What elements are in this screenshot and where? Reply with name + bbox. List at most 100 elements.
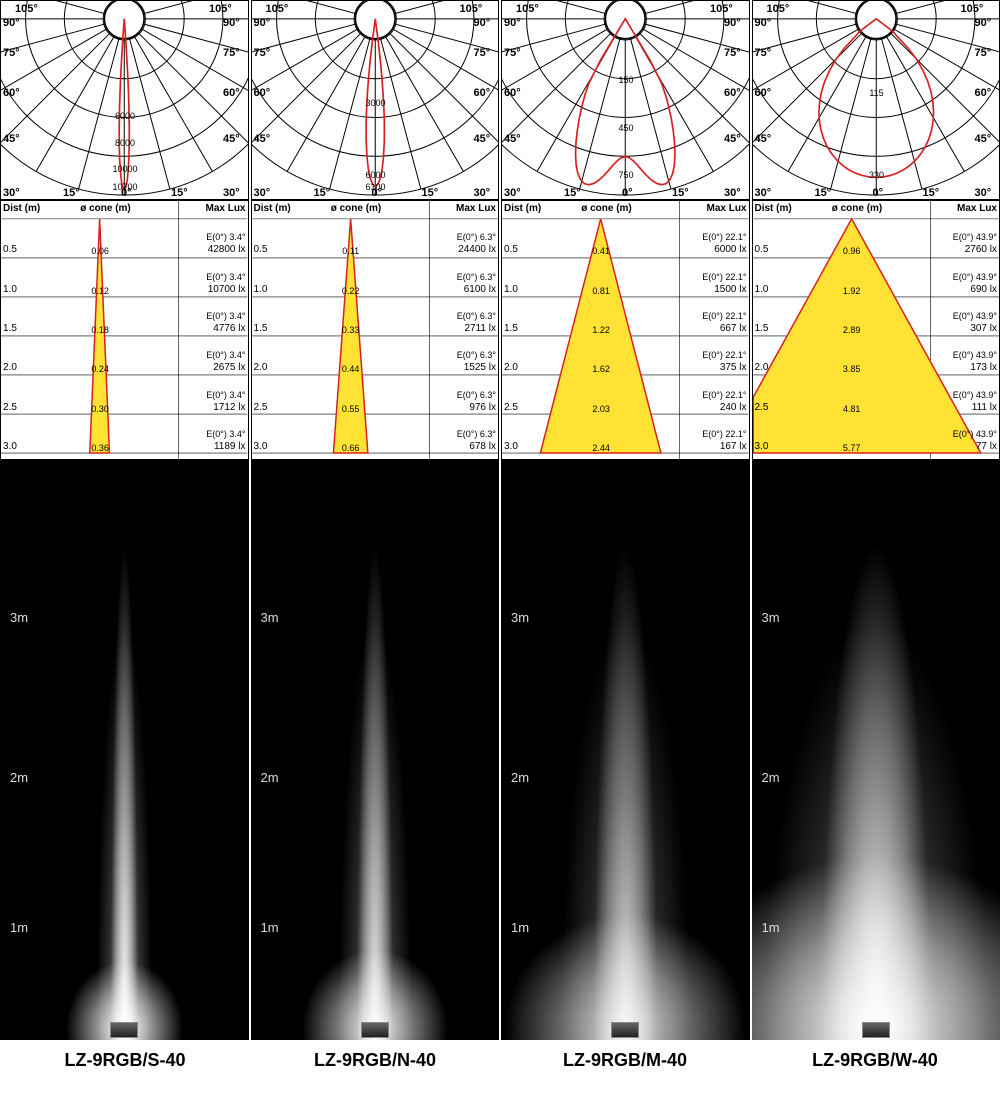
- maxlux-header: Max Lux: [205, 203, 245, 214]
- radial-label: 115: [869, 88, 883, 98]
- angle-label: 30°: [223, 187, 240, 199]
- angle-label: 90°: [474, 17, 491, 29]
- angle-label: 105°: [15, 3, 38, 15]
- cone-row: Dist (m)ø cone (m)Max Lux0.50.0642800 lx…: [0, 200, 1000, 460]
- angle-label: 105°: [516, 3, 539, 15]
- angle-label: 75°: [975, 47, 992, 59]
- lux-value: 240 lx: [720, 402, 747, 413]
- cone-width-value: 0.11: [342, 246, 359, 256]
- beam-distance-mark: 1m: [762, 920, 780, 935]
- lux-value: 24400 lx: [458, 244, 496, 255]
- angle-label: 90°: [254, 17, 271, 29]
- beam-glow: [752, 460, 1000, 1040]
- e0-value: E(0°) 6.3°: [457, 311, 496, 321]
- dist-value: 3.0: [254, 441, 268, 452]
- cone-0: Dist (m)ø cone (m)Max Lux0.50.0642800 lx…: [0, 200, 249, 460]
- angle-label: 15°: [815, 187, 832, 199]
- dist-value: 2.5: [3, 402, 17, 413]
- e0-value: E(0°) 43.9°: [953, 350, 997, 360]
- angle-label: 90°: [755, 17, 772, 29]
- radial-label: 3000: [365, 98, 385, 108]
- dist-value: 0.5: [254, 244, 268, 255]
- dist-value: 0.5: [755, 244, 769, 255]
- e0-value: E(0°) 3.4°: [206, 311, 245, 321]
- cone-width-value: 0.66: [342, 443, 360, 453]
- maxlux-header: Max Lux: [706, 203, 746, 214]
- angle-label: 45°: [474, 133, 491, 145]
- cone-width-value: 0.55: [342, 404, 360, 414]
- angle-label: 90°: [223, 17, 240, 29]
- dist-value: 2.5: [504, 402, 518, 413]
- e0-value: E(0°) 43.9°: [953, 429, 997, 439]
- e0-value: E(0°) 43.9°: [953, 311, 997, 321]
- angle-label: 90°: [3, 17, 20, 29]
- e0-value: E(0°) 6.3°: [457, 232, 496, 242]
- angle-label: 0°: [873, 187, 884, 199]
- lux-value: 976 lx: [469, 402, 496, 413]
- angle-label: 45°: [3, 133, 20, 145]
- angle-label: 15°: [564, 187, 581, 199]
- beam-2: 3m2m1m: [501, 460, 750, 1040]
- angle-label: 75°: [474, 47, 491, 59]
- e0-value: E(0°) 6.3°: [457, 272, 496, 282]
- angle-label: 90°: [975, 17, 992, 29]
- lux-value: 678 lx: [469, 441, 496, 452]
- cone-width-value: 5.77: [843, 443, 861, 453]
- cone-header: ø cone (m): [832, 203, 883, 214]
- angle-label: 15°: [422, 187, 439, 199]
- dist-value: 2.5: [254, 402, 268, 413]
- beam-distance-mark: 3m: [511, 610, 529, 625]
- angle-label: 0°: [622, 187, 633, 199]
- fixture-icon: [862, 1022, 890, 1038]
- maxlux-header: Max Lux: [957, 203, 997, 214]
- e0-value: E(0°) 6.3°: [457, 390, 496, 400]
- cone-width-value: 0.06: [91, 246, 109, 256]
- angle-label: 60°: [474, 87, 491, 99]
- cone-width-value: 0.24: [91, 364, 109, 374]
- beam-distance-mark: 2m: [762, 770, 780, 785]
- lux-value: 10700 lx: [208, 284, 246, 295]
- beam-0: 3m2m1m: [0, 460, 249, 1040]
- radial-label: 8000: [115, 138, 135, 148]
- dist-value: 3.0: [755, 441, 769, 452]
- product-label-2: LZ-9RGB/M-40: [500, 1050, 750, 1071]
- dist-value: 1.0: [504, 284, 518, 295]
- lux-value: 1525 lx: [464, 362, 496, 373]
- radial-label: 330: [869, 170, 884, 180]
- angle-label: 105°: [209, 3, 232, 15]
- cone-width-value: 0.33: [342, 325, 360, 335]
- angle-label: 90°: [724, 17, 741, 29]
- angle-label: 60°: [975, 87, 992, 99]
- angle-label: 45°: [223, 133, 240, 145]
- lux-value: 690 lx: [970, 284, 997, 295]
- fixture-icon: [361, 1022, 389, 1038]
- beam-distance-mark: 1m: [261, 920, 279, 935]
- angle-label: 60°: [254, 87, 271, 99]
- cone-width-value: 0.44: [342, 364, 360, 374]
- dist-value: 2.5: [755, 402, 769, 413]
- dist-value: 3.0: [504, 441, 518, 452]
- dist-header: Dist (m): [254, 203, 291, 214]
- angle-label: 15°: [63, 187, 80, 199]
- cone-width-value: 3.85: [843, 364, 861, 374]
- dist-value: 2.0: [504, 362, 518, 373]
- e0-value: E(0°) 3.4°: [206, 350, 245, 360]
- angle-label: 60°: [3, 87, 20, 99]
- lux-value: 4776 lx: [213, 323, 245, 334]
- maxlux-header: Max Lux: [456, 203, 496, 214]
- polar-2: 30°15°0°15°30°45°60°75°90°105°105°90°75°…: [501, 0, 750, 200]
- angle-label: 30°: [755, 187, 772, 199]
- cone-width-value: 0.36: [91, 443, 109, 453]
- beam-distance-mark: 1m: [10, 920, 28, 935]
- cone-width-value: 4.81: [843, 404, 861, 414]
- angle-label: 60°: [223, 87, 240, 99]
- cone-3: Dist (m)ø cone (m)Max Lux0.50.962760 lxE…: [752, 200, 1000, 460]
- e0-value: E(0°) 22.1°: [702, 390, 746, 400]
- beam-3: 3m2m1m: [752, 460, 1000, 1040]
- e0-value: E(0°) 22.1°: [702, 311, 746, 321]
- radial-label: 10700: [112, 182, 137, 192]
- cone-width-value: 0.18: [91, 325, 109, 335]
- e0-value: E(0°) 22.1°: [702, 272, 746, 282]
- lux-value: 1712 lx: [213, 402, 245, 413]
- dist-header: Dist (m): [755, 203, 792, 214]
